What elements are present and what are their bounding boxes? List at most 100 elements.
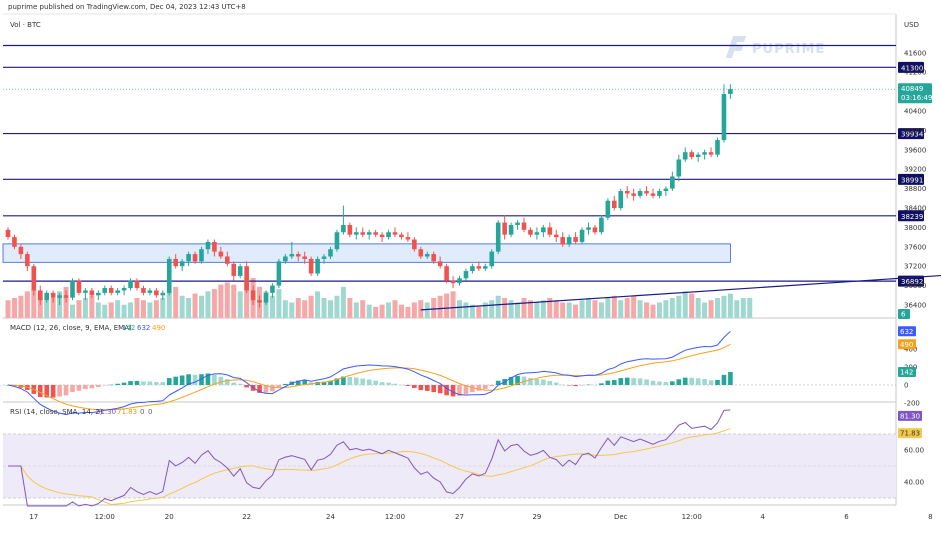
candle-body (586, 227, 591, 230)
macd-hist-bar (495, 380, 501, 385)
volume-bar (747, 298, 753, 318)
volume-bar (24, 291, 30, 318)
volume-bar (334, 295, 340, 318)
macd-hist-bar (508, 377, 514, 385)
volume-bar (727, 293, 733, 318)
volume-bar (147, 302, 153, 318)
volume-bar (450, 291, 456, 318)
macd-hist-bar (399, 384, 404, 386)
macd-hist-bar (547, 381, 553, 385)
volume-bar (44, 300, 50, 318)
macd-hist-bar (63, 385, 69, 396)
volume-bar (663, 300, 669, 318)
volume-bar (508, 300, 514, 318)
volume-bar (573, 304, 579, 318)
macd-hist-bar (96, 385, 101, 388)
volume-bar (398, 304, 404, 318)
brand-logo (726, 36, 746, 58)
macd-value-hist: 142 (122, 324, 135, 332)
publish-info: puprime published on TradingView.com, De… (8, 3, 246, 11)
macd-hist-bar (373, 380, 378, 385)
candle-body (18, 246, 24, 255)
candle-body (89, 290, 95, 296)
candle-body (160, 292, 166, 296)
candle-body (212, 241, 217, 252)
volume-bar (102, 304, 108, 318)
volume-bar (540, 300, 546, 318)
volume-badge (898, 309, 910, 319)
candle-body (218, 251, 224, 257)
volume-bar (173, 286, 179, 318)
macd-hist-bar (586, 384, 591, 386)
volume-bar (586, 298, 591, 318)
volume-bar (282, 300, 288, 318)
brand-mark-icon (726, 36, 746, 58)
candle-body (508, 224, 514, 235)
macd-value-line: 632 (137, 324, 150, 332)
macd-hist-bar (328, 380, 333, 385)
macd-hist-bar (573, 385, 578, 387)
volume-bar (121, 304, 127, 318)
candle-body (676, 159, 682, 177)
macd-hist-bar (237, 383, 243, 385)
volume-bar (579, 300, 585, 318)
time-tick: 4 (760, 513, 765, 521)
candle-body (121, 288, 127, 291)
candle-body (347, 224, 353, 235)
macd-hist-bar (670, 381, 675, 385)
volume-bar (721, 295, 727, 318)
volume-bar (605, 298, 611, 318)
macd-hist-bar (541, 379, 546, 385)
candle-body (315, 258, 320, 274)
candle-body (115, 290, 120, 293)
macd-hist-bar (721, 374, 727, 385)
volume-bar (373, 306, 379, 318)
macd-hist-bar (334, 378, 340, 385)
candle-body (644, 191, 649, 194)
volume-bar (31, 289, 37, 318)
candle-body (534, 232, 540, 235)
macd-hist-bar (592, 384, 598, 386)
candle-body (650, 193, 656, 196)
candle-body (302, 256, 307, 259)
macd-badge (898, 366, 916, 377)
volume-bar (302, 300, 308, 318)
macd-hist-bar (147, 381, 153, 385)
volume-bar (424, 302, 430, 318)
price-tick: 40000 (904, 127, 926, 135)
macd-hist-bar (231, 382, 237, 385)
candle-body (695, 154, 701, 158)
macd-hist-bar (212, 374, 217, 385)
macd-hist-bar (186, 374, 191, 385)
candle-body (386, 232, 391, 238)
candle-body (257, 300, 262, 303)
volume-bar (50, 298, 56, 318)
volume-bar (527, 300, 533, 318)
price-tick: 39200 (904, 166, 926, 174)
macd-badge (898, 339, 916, 350)
candle-body (618, 191, 624, 208)
macd-hist-bar (57, 385, 62, 397)
candle-body (515, 222, 520, 225)
volume-bar (108, 302, 114, 318)
candle-body (12, 237, 17, 247)
macd-hist-bar (637, 378, 643, 385)
candle-body (231, 263, 237, 276)
level-badge-text: 39934 (901, 131, 924, 139)
macd-hist-bar (179, 375, 185, 385)
volume-bar (553, 300, 559, 318)
level-badge-text: 38239 (901, 213, 923, 221)
candle-body (521, 222, 527, 230)
rsi-badge-text: 71.83 (900, 430, 920, 438)
candle-body (173, 258, 178, 267)
candle-body (308, 258, 314, 274)
candle-body (179, 261, 185, 267)
volume-bar (521, 298, 527, 318)
volume-bar (231, 284, 237, 318)
rsi-extra-2: 0 (148, 408, 152, 416)
rsi-badge-text: 81.30 (900, 412, 920, 420)
volume-bar (321, 298, 327, 318)
volume-bar (740, 298, 746, 318)
rsi-sma-line (8, 428, 731, 506)
